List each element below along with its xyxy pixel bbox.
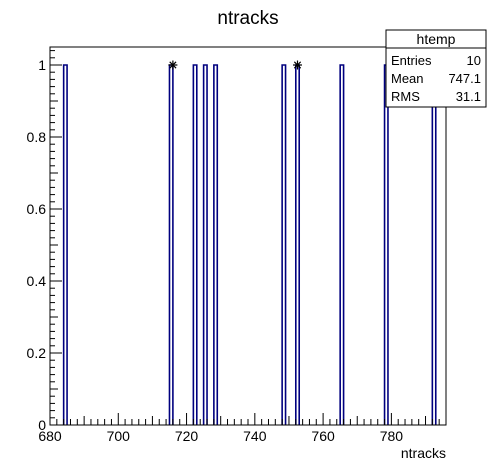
stats-entries-value: 10 bbox=[467, 53, 481, 68]
stats-rms-label: RMS bbox=[391, 89, 420, 104]
x-tick-label: 760 bbox=[311, 428, 335, 444]
stats-entries-label: Entries bbox=[391, 53, 432, 68]
stats-mean-label: Mean bbox=[391, 71, 424, 86]
x-tick-label: 720 bbox=[175, 428, 199, 444]
y-tick-label: 0.6 bbox=[27, 201, 47, 217]
stats-mean-value: 747.1 bbox=[448, 71, 481, 86]
y-tick-label: 1 bbox=[38, 57, 46, 73]
x-axis: 680 700 720 740 760 780 bbox=[38, 413, 447, 444]
x-tick-label: 680 bbox=[38, 428, 62, 444]
histogram-bar bbox=[281, 64, 287, 425]
stats-box-frame bbox=[385, 29, 487, 108]
y-tick-label: 0 bbox=[38, 417, 46, 433]
histogram-bar bbox=[192, 64, 198, 425]
histogram-bar bbox=[62, 64, 68, 425]
x-axis-title: ntracks bbox=[401, 445, 446, 461]
histogram-bar bbox=[213, 64, 219, 425]
stats-box-title: htemp bbox=[417, 31, 456, 47]
histogram-bar bbox=[202, 64, 208, 425]
asterisk-marker bbox=[293, 60, 302, 70]
y-axis: 0 0.2 0.4 0.6 0.8 1 bbox=[27, 50, 62, 433]
stats-rms-value: 31.1 bbox=[456, 89, 481, 104]
histogram-bar bbox=[339, 64, 345, 425]
y-tick-label: 0.2 bbox=[27, 345, 47, 361]
y-tick-label: 0.8 bbox=[27, 129, 47, 145]
stats-box: htemp Entries 10 Mean 747.1 RMS 31.1 bbox=[385, 29, 487, 108]
x-tick-label: 780 bbox=[380, 428, 404, 444]
x-tick-label: 740 bbox=[243, 428, 267, 444]
asterisk-marker bbox=[168, 60, 178, 70]
markers-layer bbox=[168, 60, 302, 70]
x-tick-label: 700 bbox=[107, 428, 131, 444]
chart-title: ntracks bbox=[217, 8, 278, 29]
y-tick-label: 0.4 bbox=[27, 273, 47, 289]
